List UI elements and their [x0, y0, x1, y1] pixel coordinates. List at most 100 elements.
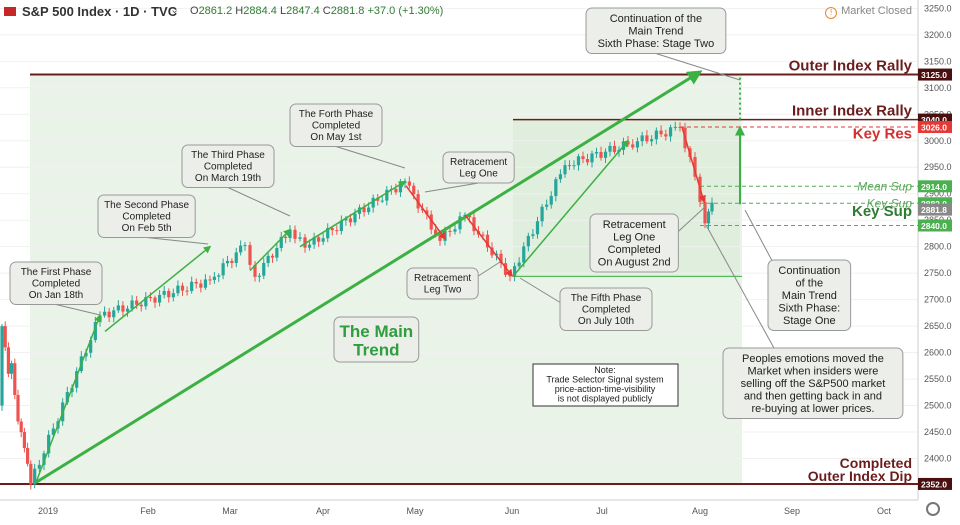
candle-body: [512, 266, 517, 277]
second-phase-callout-box: [97, 194, 196, 238]
candle-body: [367, 207, 371, 213]
fourth-phase-callout-text: The Forth Phase: [299, 109, 374, 120]
price-tag-label: 2352.0: [921, 479, 947, 489]
candle-body: [13, 363, 17, 395]
candle-body: [599, 152, 603, 158]
candle-body: [176, 285, 180, 294]
candle-body: [317, 237, 321, 242]
retracement-leg-one-arrow: [405, 185, 446, 240]
retracement-leg-one-callout-text: Leg One: [459, 169, 498, 180]
candle-body: [270, 255, 275, 258]
price-tag-label: 2914.0: [921, 182, 947, 192]
stage-two-callout-pointer: [655, 53, 741, 81]
candle-body: [485, 234, 490, 248]
candle-body: [357, 207, 362, 214]
candle-body: [26, 447, 30, 464]
emotions-callout-text: and then getting back in and: [744, 391, 882, 403]
candle-body: [650, 139, 654, 142]
candle-body: [243, 245, 247, 247]
candle-body: [554, 179, 558, 196]
candle-body: [344, 218, 348, 221]
symbol-title[interactable]: S&P 500 Index · 1D · TVC: [22, 4, 178, 19]
main-trend-callout-box: [333, 316, 420, 363]
first-phase-callout-text: Completed: [32, 279, 80, 290]
first-phase-callout-text: On Jan 18th: [29, 290, 83, 301]
candle-body: [3, 326, 7, 348]
candle-body: [425, 210, 429, 215]
candle-body: [659, 130, 663, 135]
candle-body: [710, 202, 714, 212]
high-label: H: [235, 5, 244, 17]
aug-retracement-callout-text: Retracement: [603, 219, 666, 231]
gear-icon[interactable]: [926, 502, 940, 516]
price-tag: [918, 180, 952, 193]
note-box: [532, 363, 679, 407]
stage-one-callout-text: Main Trend: [782, 290, 837, 302]
candle-body: [458, 216, 462, 230]
note-text: Note:: [594, 365, 616, 375]
candle-body: [262, 263, 266, 276]
candle-body: [307, 244, 312, 248]
price-tag: [918, 219, 952, 232]
candle-body: [208, 279, 212, 281]
first-phase-callout-pointer: [55, 304, 101, 316]
x-tick-label: Jun: [505, 506, 520, 516]
candle-body: [678, 126, 682, 128]
candle-body: [93, 322, 97, 341]
candle-body: [531, 234, 535, 236]
stage-one-callout-text: Stage One: [783, 315, 836, 327]
candle-body: [10, 363, 14, 374]
y-tick-label: 2750.0: [924, 268, 952, 278]
candle-body: [51, 428, 55, 435]
chevron-down-icon[interactable]: ⌄: [170, 4, 180, 16]
candle-body: [438, 235, 442, 241]
candle-body: [576, 156, 581, 166]
emotions-callout-box: [722, 347, 904, 419]
aug-retracement-callout-text: Completed: [608, 244, 661, 256]
candle-body: [47, 434, 51, 454]
x-tick-label: Jul: [596, 506, 608, 516]
candle-body: [293, 229, 297, 239]
y-tick-label: 2600.0: [924, 348, 952, 358]
candle-body: [673, 126, 677, 128]
candle-body: [84, 352, 88, 357]
candle-body: [412, 185, 416, 195]
y-tick-label: 3150.0: [924, 56, 952, 66]
candle-body: [37, 464, 41, 469]
fifth-phase-callout-text: On July 10th: [578, 316, 634, 327]
price-tag-label: 3026.0: [921, 122, 947, 132]
fourth-phase-callout-text: Completed: [312, 121, 360, 132]
candle-body: [472, 217, 476, 232]
candle-body: [230, 260, 234, 263]
y-tick-label: 2450.0: [924, 427, 952, 437]
candle-body: [517, 262, 521, 267]
aug-retracement-callout-text: On August 2nd: [598, 257, 671, 269]
y-tick-label: 2800.0: [924, 242, 952, 252]
candle-body: [453, 229, 457, 232]
y-tick-label: 2650.0: [924, 321, 952, 331]
stage-one-callout-text: Sixth Phase:: [778, 303, 840, 315]
y-tick-label: 2700.0: [924, 295, 952, 305]
candle-body: [6, 347, 10, 374]
retracement-leg-one-callout-text: Retracement: [450, 157, 507, 168]
aug-retracement-callout-text: Leg One: [613, 232, 655, 244]
candle-body: [594, 152, 599, 154]
candle-body: [545, 204, 549, 207]
candle-body: [499, 253, 503, 264]
candle-body: [139, 304, 143, 307]
candle-body: [608, 145, 612, 152]
phase4-arrow: [299, 180, 407, 248]
main-trend-arrow: [35, 70, 703, 484]
fifth-phase-callout-text: The Fifth Phase: [571, 293, 642, 304]
candle-body: [16, 394, 20, 422]
candle-body: [190, 281, 194, 292]
x-tick-label: Apr: [316, 506, 330, 516]
market-status-label: Market Closed: [841, 5, 912, 17]
third-phase-callout-text: On March 19th: [195, 173, 261, 184]
candle-body: [284, 236, 288, 239]
candle-body: [385, 189, 389, 201]
y-tick-label: 2550.0: [924, 374, 952, 384]
candle-body: [563, 165, 567, 175]
